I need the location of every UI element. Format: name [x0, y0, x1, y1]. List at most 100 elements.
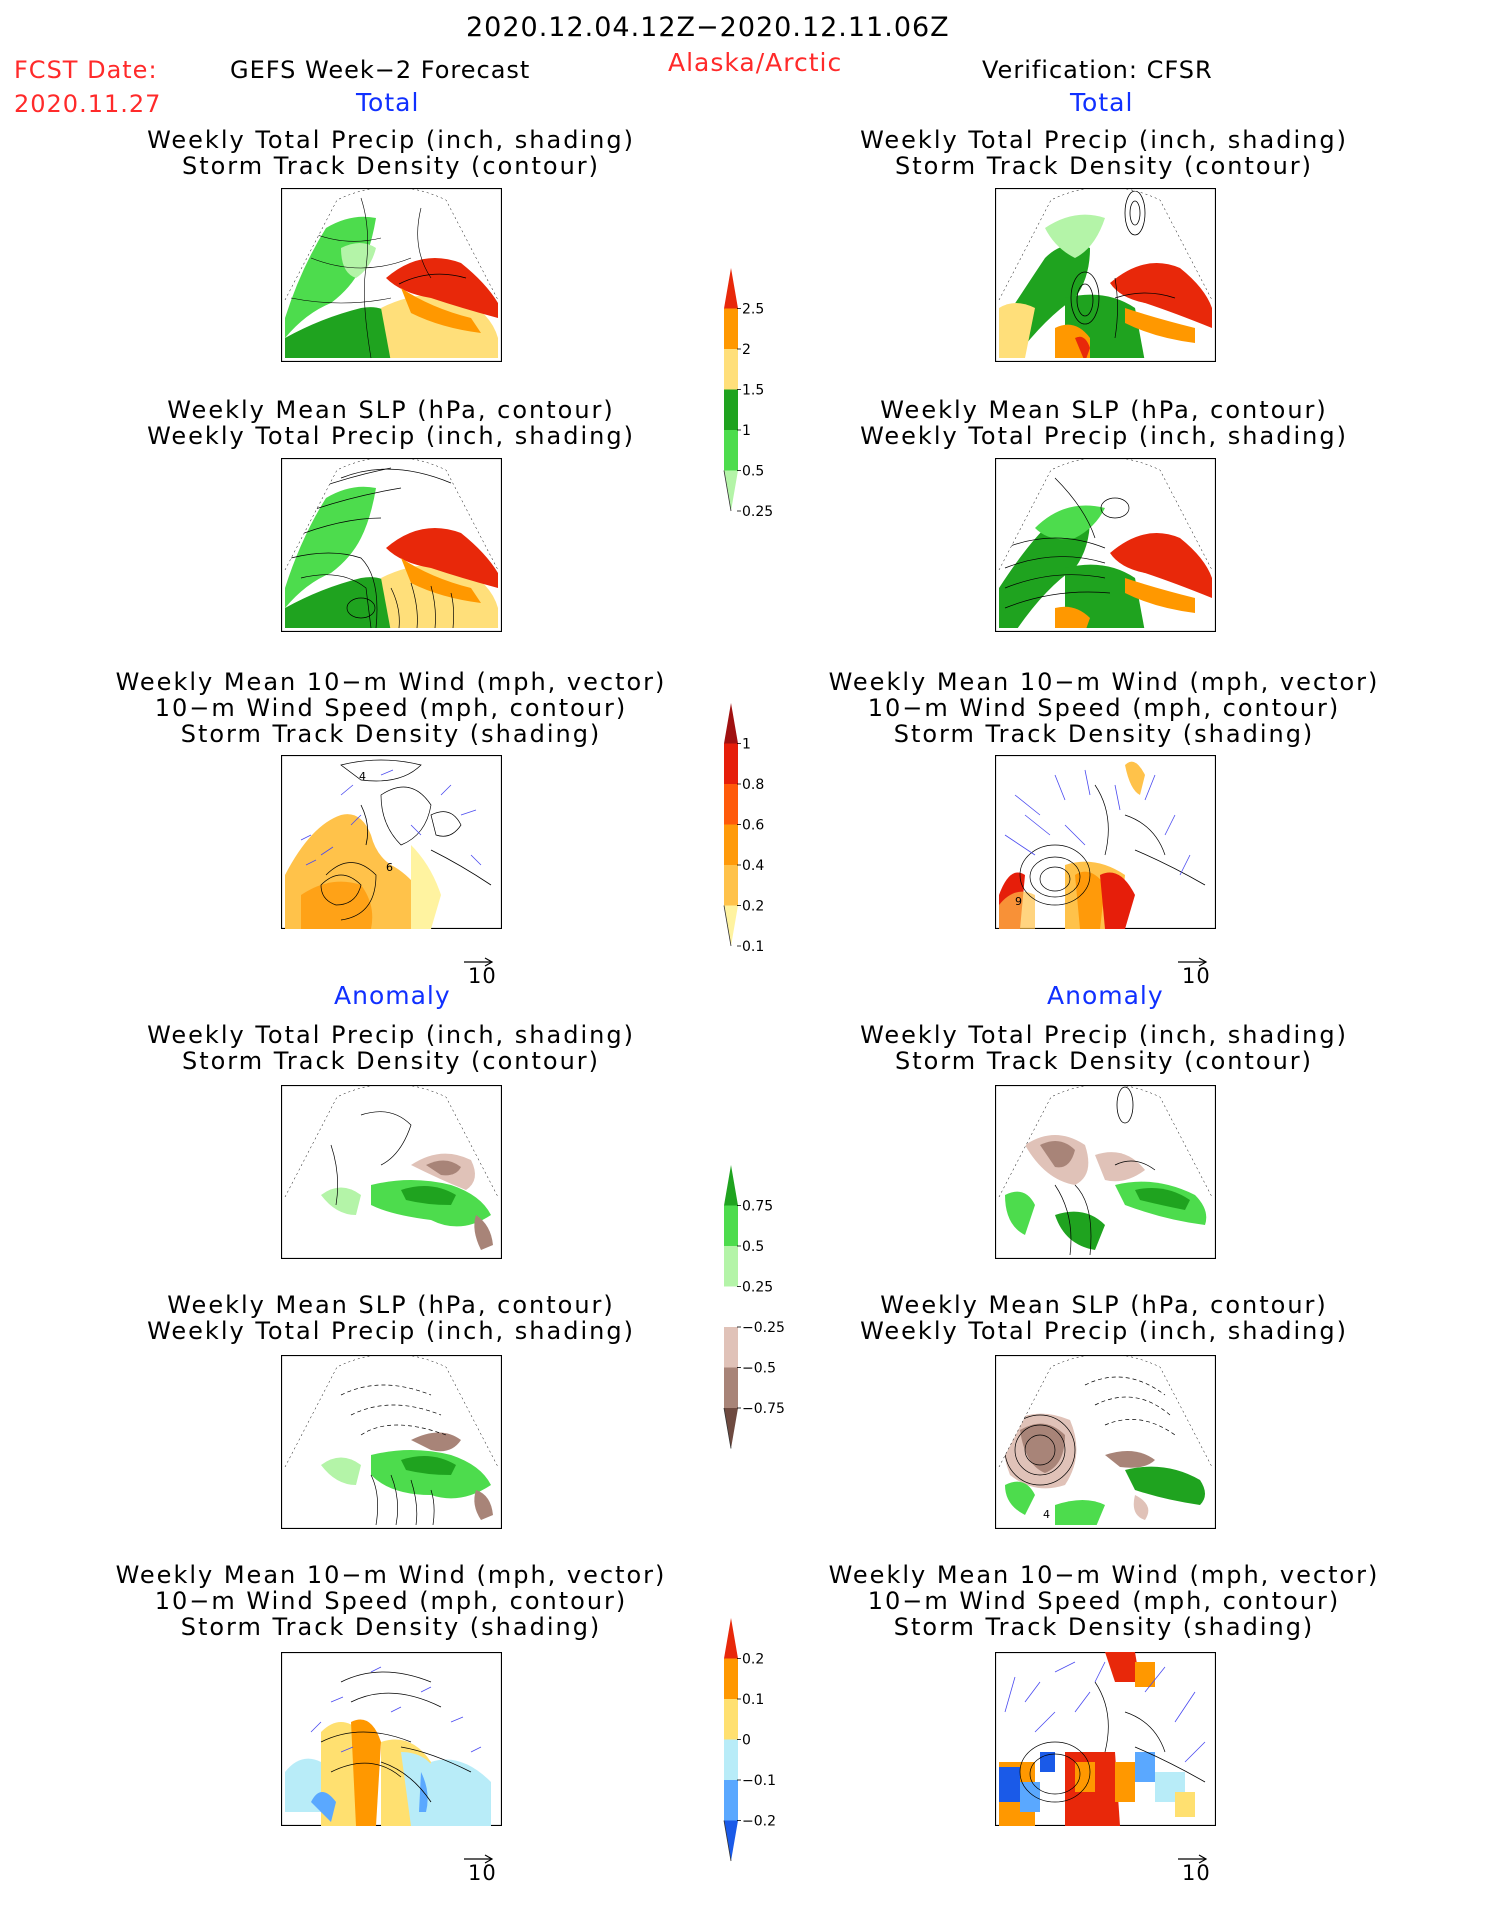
vector-ref-label: 10: [1182, 964, 1211, 988]
title-total-wind-left-3: Storm Track Density (shading): [180, 720, 602, 748]
colorbar-tick-label: 2: [742, 342, 751, 358]
colorbar-segment: [724, 1205, 738, 1246]
title-total-slp-right-1: Weekly Mean SLP (hPa, contour): [880, 396, 1328, 424]
title-anom-wind-left-1: Weekly Mean 10−m Wind (mph, vector): [115, 1561, 667, 1589]
colorbar-segment: [724, 1820, 738, 1861]
colorbar-segment: [724, 1327, 738, 1368]
map-anom-slp-precip-gefs: [281, 1355, 502, 1529]
vector-ref-label: 10: [468, 1861, 497, 1885]
title-total-slp-left-2: Weekly Total Precip (inch, shading): [147, 422, 635, 450]
section-total-left: Total: [356, 88, 420, 117]
map-total-slp-precip-cfsr: [995, 458, 1216, 632]
title-anom-precip-right-1: Weekly Total Precip (inch, shading): [860, 1021, 1348, 1049]
vector-ref-label: 10: [468, 964, 497, 988]
verification-title: Verification: CFSR: [982, 56, 1213, 84]
map-anom-wind-storm-cfsr: [995, 1652, 1216, 1826]
model-title: GEFS Week−2 Forecast: [230, 56, 531, 84]
colorbar-tick-label: 1.5: [742, 383, 764, 399]
map-anom-precip-storm-cfsr: [995, 1085, 1216, 1259]
vector-ref-anom-right: 10: [1172, 1850, 1212, 1884]
colorbar-tick-label: 0.4: [742, 858, 764, 874]
colorbar-tick-label: −0.2: [742, 1814, 776, 1830]
colorbar-segment: [724, 1658, 738, 1699]
title-total-precip-right-2: Storm Track Density (contour): [894, 152, 1314, 180]
map-contour-label-6: 6: [386, 861, 393, 874]
fcst-date-label: FCST Date:: [14, 56, 158, 84]
colorbar-segment: [724, 703, 738, 744]
title-total-slp-right-2: Weekly Total Precip (inch, shading): [860, 422, 1348, 450]
title-total-wind-right-2: 10−m Wind Speed (mph, contour): [867, 694, 1341, 722]
colorbar-tick-label: 0.25: [742, 504, 773, 520]
section-anomaly-left: Anomaly: [334, 981, 451, 1010]
vector-ref-anom-left: 10: [458, 1850, 498, 1884]
colorbar-segment: [724, 1739, 738, 1780]
colorbar-segment: [724, 389, 738, 430]
map-anom-slp-precip-cfsr: 4: [995, 1355, 1216, 1529]
colorbar-tick-label: 0.2: [742, 899, 764, 915]
colorbar-svg: 2.5 2 1.5 1 0.5 0.25: [723, 268, 773, 520]
colorbar-tick-label: 0: [742, 1733, 751, 1749]
colorbar-segment: [724, 1165, 738, 1206]
title-anom-precip-right-2: Storm Track Density (contour): [894, 1047, 1314, 1075]
colorbar-svg: 1 0.8 0.6 0.4 0.2 0.1: [723, 703, 764, 955]
title-total-precip-right-1: Weekly Total Precip (inch, shading): [860, 126, 1348, 154]
section-total-right: Total: [1070, 88, 1134, 117]
title-total-precip-left-1: Weekly Total Precip (inch, shading): [147, 126, 635, 154]
colorbar-tail: [723, 1820, 732, 1862]
title-anom-wind-right-3: Storm Track Density (shading): [893, 1613, 1315, 1641]
title-anom-slp-right-1: Weekly Mean SLP (hPa, contour): [880, 1291, 1328, 1319]
section-anomaly-right: Anomaly: [1047, 981, 1164, 1010]
colorbar-tick-label: 0.1: [742, 939, 764, 955]
colorbar-tick-label: 0.1: [742, 1692, 764, 1708]
colorbar-tail: [723, 1407, 732, 1449]
colorbar-segment: [724, 1408, 738, 1449]
map-total-precip-storm-cfsr: [995, 188, 1216, 362]
title-total-wind-left-2: 10−m Wind Speed (mph, contour): [154, 694, 628, 722]
colorbar-segment: [724, 470, 738, 511]
colorbar-segment: [724, 1286, 738, 1327]
colorbar-segment: [724, 784, 738, 825]
colorbar-tick-label: 0.25: [742, 1280, 773, 1296]
colorbar-tick-label: 1: [742, 737, 751, 753]
title-anom-wind-left-3: Storm Track Density (shading): [180, 1613, 602, 1641]
colorbar-segment: [724, 865, 738, 906]
colorbar-segment: [724, 824, 738, 865]
title-anom-precip-left-1: Weekly Total Precip (inch, shading): [147, 1021, 635, 1049]
colorbar-segment: [724, 1618, 738, 1659]
colorbar-tick-label: 0.6: [742, 818, 764, 834]
period-title: 2020.12.04.12Z−2020.12.11.06Z: [466, 12, 950, 43]
colorbar-tick-label: 2.5: [742, 302, 764, 318]
title-anom-slp-left-1: Weekly Mean SLP (hPa, contour): [167, 1291, 615, 1319]
colorbar-tick-label: 1: [742, 423, 751, 439]
map-total-slp-precip-gefs: [281, 458, 502, 632]
title-anom-precip-left-2: Storm Track Density (contour): [181, 1047, 601, 1075]
map-contour-label-neg4: 4: [1043, 1508, 1050, 1521]
map-contour-label-9: 9: [1015, 895, 1022, 908]
colorbar-tick-label: 0.8: [742, 777, 764, 793]
colorbar-segment: [724, 430, 738, 471]
colorbar-segment: [724, 1367, 738, 1408]
title-total-wind-right-3: Storm Track Density (shading): [893, 720, 1315, 748]
colorbar-tick-label: 0.5: [742, 1239, 764, 1255]
map-anom-precip-storm-gefs: [281, 1085, 502, 1259]
colorbar-segment: [724, 1246, 738, 1287]
colorbar-segment: [724, 1699, 738, 1740]
title-anom-slp-left-2: Weekly Total Precip (inch, shading): [147, 1317, 635, 1345]
title-anom-wind-left-2: 10−m Wind Speed (mph, contour): [154, 1587, 628, 1615]
colorbar-segment: [724, 308, 738, 349]
title-anom-slp-right-2: Weekly Total Precip (inch, shading): [860, 1317, 1348, 1345]
vector-ref-total-right: 10: [1172, 953, 1212, 987]
title-total-wind-right-1: Weekly Mean 10−m Wind (mph, vector): [828, 668, 1380, 696]
map-anom-wind-storm-gefs: [281, 1652, 502, 1826]
colorbar-segment: [724, 268, 738, 309]
vector-ref-label: 10: [1182, 1861, 1211, 1885]
map-contour-label-4: 4: [359, 770, 366, 783]
colorbar-tick-label: −0.25: [742, 1320, 785, 1336]
title-total-wind-left-1: Weekly Mean 10−m Wind (mph, vector): [115, 668, 667, 696]
colorbar-tick-label: 0.5: [742, 464, 764, 480]
colorbar-svg: 0.2 0.1 0 −0.1 −0.2: [723, 1618, 776, 1862]
colorbar-svg: 0.75 0.5 0.25 −0.25 −0.5 −0.75: [723, 1165, 785, 1449]
title-anom-wind-right-1: Weekly Mean 10−m Wind (mph, vector): [828, 1561, 1380, 1589]
map-total-precip-storm-gefs: [281, 188, 502, 362]
colorbar-tick-label: −0.1: [742, 1773, 776, 1789]
